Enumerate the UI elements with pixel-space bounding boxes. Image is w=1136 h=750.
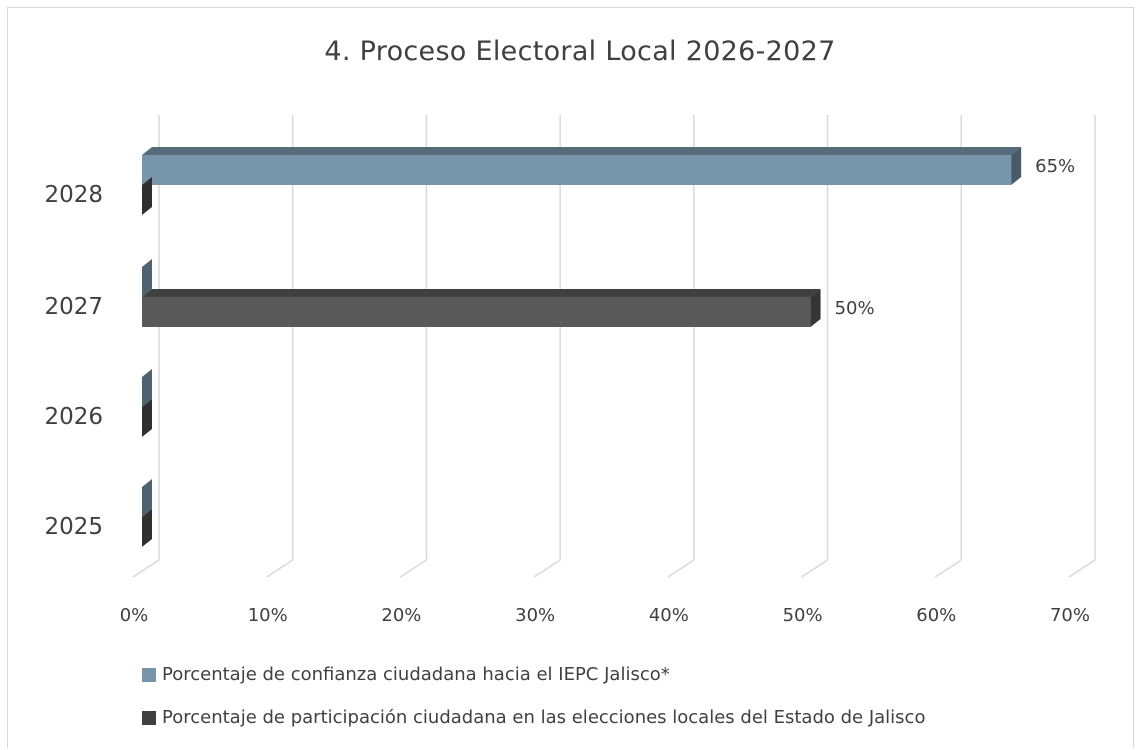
legend-swatch-participacion [142,710,156,725]
x-tick-label: 50% [783,605,823,626]
data-label: 65% [1035,156,1075,177]
bar-stub [142,509,152,547]
y-tick-label: 2027 [44,294,103,320]
floor-gridline [132,559,160,578]
floor-gridline [1068,559,1096,578]
bar-top [142,147,1022,155]
bar-side [810,289,821,327]
bar [142,297,811,327]
y-tick-label: 2028 [44,182,103,208]
floor-gridline [266,559,294,578]
x-tick-label: 30% [515,605,555,626]
floor-gridline [400,559,427,578]
x-tick-label: 60% [916,605,956,626]
floor-gridline [934,559,962,578]
legend-swatch-confianza [142,667,156,682]
legend-item-participacion: Porcentaje de participación ciudadana en… [142,707,925,728]
bar-stub [142,399,152,437]
y-tick-label: 2026 [44,404,103,430]
bar-side [1011,147,1022,185]
x-tick-label: 0% [120,605,149,626]
legend-item-confianza: Porcentaje de confianza ciudadana hacia … [142,664,670,685]
bar-stub [142,177,152,215]
y-tick-label: 2025 [44,514,103,540]
x-tick-label: 10% [248,605,288,626]
chart-title: 4. Proceso Electoral Local 2026-2027 [324,36,836,67]
floor-gridline [801,559,828,578]
floor-gridline [667,559,695,578]
data-label: 50% [835,298,875,319]
legend-label-participacion: Porcentaje de participación ciudadana en… [162,707,926,728]
bar-stub [142,479,152,517]
chart-frame [7,7,1134,748]
legend-label-confianza: Porcentaje de confianza ciudadana hacia … [162,664,670,685]
bar [142,155,1012,185]
x-tick-label: 70% [1050,605,1090,626]
bar-stub [142,259,152,297]
x-tick-label: 40% [649,605,689,626]
floor-gridline [533,559,561,578]
bar-stub [142,369,152,407]
x-tick-label: 20% [381,605,421,626]
bar-top [142,289,821,297]
